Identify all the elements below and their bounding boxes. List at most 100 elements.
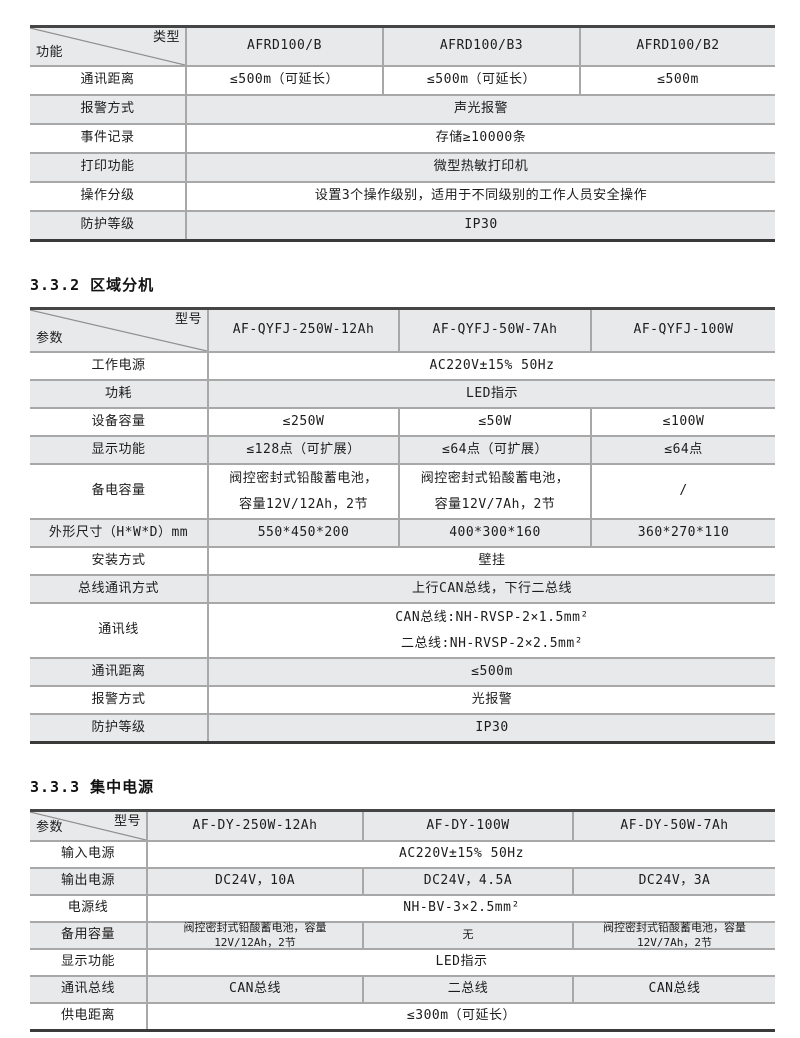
column-header: AF-QYFJ-100W [633, 322, 734, 338]
text-line: 阀控密封式铅酸蓄电池， [420, 470, 570, 486]
corner-top-label: 类型 [152, 30, 180, 45]
section-heading-3-3-3: 3.3.3 集中电源 [30, 778, 155, 796]
cell: 光报警 [471, 691, 513, 707]
cell: 阀控密封式铅酸蓄电池， 容量12V/7Ah，2节 [400, 465, 592, 518]
diagonal-line [30, 28, 185, 65]
row-label: 防护等级 [30, 715, 209, 741]
table-row: 报警方式 声光报警 [30, 94, 775, 123]
column-header: AF-DY-250W-12Ah [148, 812, 364, 840]
row-label: 报警方式 [30, 687, 209, 713]
cell: 无 [364, 923, 574, 948]
table-row: 输入电源 AC220V±15% 50Hz [30, 840, 775, 867]
table-row: 事件记录 存储≥10000条 [30, 123, 775, 152]
spec-table-afrd100: 类型 功能 AFRD100/B AFRD100/B3 AFRD100/B2 通讯距离 ≤50… [30, 25, 775, 242]
cell: 阀控密封式铅酸蓄电池，容量12V/7Ah，2节 [603, 921, 746, 949]
table-row: 显示功能 ≤128点（可扩展） ≤64点（可扩展） ≤64点 [30, 435, 775, 463]
cell: 阀控密封式铅酸蓄电池，容量12V/12Ah，2节 [148, 921, 364, 949]
cell: IP30 [475, 719, 509, 735]
table-row: 通讯线 CAN总线:NH-RVSP-2×1.5mm² 二总线:NH-RVSP-2×2… [30, 602, 775, 657]
cell: DC24V，10A [148, 869, 364, 894]
corner-bottom-label: 参数 [36, 820, 64, 836]
table-row: 防护等级 IP30 [30, 713, 775, 741]
corner-cell: 型号 参数 [30, 812, 148, 840]
cell: 微型热敏打印机 [433, 159, 529, 175]
cell: AC220V±15% 50Hz [399, 846, 524, 862]
cell: 设置3个操作级别，适用于不同级别的工作人员安全操作 [314, 188, 648, 204]
section-heading-3-3-2: 3.3.2 区域分机 [30, 276, 155, 294]
text-line: 容量12V/7Ah，2节 [434, 496, 556, 512]
cell: ≤500m（可延长） [187, 67, 384, 94]
column-header: AFRD100/B [187, 28, 384, 65]
diagonal-line [30, 812, 146, 840]
cell: 上行CAN总线，下行二总线 [412, 580, 572, 596]
cell: 壁挂 [478, 552, 506, 568]
corner-bottom-label: 参数 [36, 331, 64, 347]
cell: CAN总线:NH-RVSP-2×1.5mm² 二总线:NH-RVSP-2×2.5m… [209, 604, 775, 657]
cell: 360*270*110 [637, 524, 730, 540]
corner-top-label: 型号 [113, 814, 141, 829]
cell: NH-BV-3×2.5mm² [403, 900, 520, 916]
row-label: 备用容量 [30, 923, 148, 948]
cell: 400*300*160 [400, 520, 592, 546]
table-row: 通讯总线 CAN总线 二总线 CAN总线 [30, 975, 775, 1002]
row-label: 输入电源 [30, 842, 148, 867]
row-label: 通讯线 [30, 604, 209, 657]
cell: ≤250W [209, 409, 400, 435]
multiline-text: CAN总线:NH-RVSP-2×1.5mm² 二总线:NH-RVSP-2×2.5m… [395, 605, 589, 657]
cell: 阀控密封式铅酸蓄电池， 容量12V/12Ah，2节 [209, 465, 400, 518]
corner-cell: 型号参数 [30, 310, 209, 351]
row-label: 供电距离 [30, 1004, 148, 1029]
table-row: 电源线 NH-BV-3×2.5mm² [30, 894, 775, 921]
cell: ≤300m（可延长） [406, 1008, 517, 1024]
cell: 550*450*200 [209, 520, 400, 546]
row-label: 总线通讯方式 [30, 576, 209, 602]
spec-table: 型号 参数 AF-QYFJ-250W-12Ah AF-QYFJ-50W-7Ah AF-Q… [30, 307, 775, 744]
row-label: 通讯总线 [30, 977, 148, 1002]
spec-table: 型号 参数 AF-DY-250W-12Ah AF-DY-100W AF-DY-50W-7… [30, 809, 775, 1032]
cell: ≤500m [657, 72, 699, 88]
multiline-text: 阀控密封式铅酸蓄电池， 容量12V/7Ah，2节 [421, 466, 570, 518]
row-label: 设备容量 [30, 409, 209, 435]
table-row: 工作电源 AC220V±15% 50Hz [30, 351, 775, 379]
table-row: 通讯距离 ≤500m [30, 657, 775, 685]
row-label: 通讯距离 [30, 67, 187, 94]
corner-top-label: 型号 [174, 312, 202, 327]
table-row: 备用容量 阀控密封式铅酸蓄电池，容量12V/12Ah，2节无 阀控密封式铅酸蓄电池，… [30, 921, 775, 949]
cell: / [679, 483, 688, 499]
table-row: 打印功能 微型热敏打印机 [30, 152, 775, 181]
cell: LED指示 [466, 385, 518, 401]
cell: CAN总线 [148, 977, 364, 1002]
column-header: AF-QYFJ-250W-12Ah [209, 310, 400, 351]
table-row: 外形尺寸（H*W*D）mm 550*450*200 400*300*160 360*2… [30, 518, 775, 546]
multiline-text: 阀控密封式铅酸蓄电池， 容量12V/12Ah，2节 [229, 466, 378, 518]
row-label: 显示功能 [30, 950, 148, 975]
cell: AC220V±15% 50Hz [429, 357, 555, 373]
cell: ≤64点（可扩展） [400, 437, 592, 463]
row-label: 通讯距离 [30, 659, 209, 685]
table-row: 安装方式 壁挂 [30, 546, 775, 574]
cell: ≤64点 [664, 441, 703, 457]
diagonal-line [30, 310, 207, 351]
table-row: 备电容量 阀控密封式铅酸蓄电池， 容量12V/12Ah，2节 阀控密封式铅酸蓄电池，容… [30, 463, 775, 518]
row-label: 输出电源 [30, 869, 148, 894]
cell: CAN总线 [648, 981, 701, 997]
table-row: 设备容量 ≤250W ≤50W ≤100W [30, 407, 775, 435]
cell: ≤100W [662, 413, 705, 429]
row-label: 事件记录 [30, 125, 187, 152]
text-line: CAN总线:NH-RVSP-2×1.5mm² [395, 609, 589, 625]
cell: DC24V，3A [638, 873, 711, 889]
column-header: AF-DY-100W [364, 812, 574, 840]
row-label: 外形尺寸（H*W*D）mm [30, 520, 209, 546]
spec-table-dy: 型号 参数 AF-DY-250W-12Ah AF-DY-100W AF-DY-50W-7… [30, 809, 775, 1032]
corner-bottom-label: 功能 [36, 45, 64, 61]
table-header-row: 型号 参数 AF-QYFJ-250W-12Ah AF-QYFJ-50W-7Ah AF-Q… [30, 310, 775, 351]
cell: ≤500m（可延长） [384, 67, 581, 94]
table-header-row: 类型 功能 AFRD100/B AFRD100/B3 AFRD100/B2 [30, 28, 775, 65]
text-line: 容量12V/12Ah，2节 [239, 496, 368, 512]
spec-table: 类型 功能 AFRD100/B AFRD100/B3 AFRD100/B2 通讯距离 ≤50… [30, 25, 775, 242]
text-line: 阀控密封式铅酸蓄电池， [229, 470, 378, 486]
table-row: 总线通讯方式 上行CAN总线，下行二总线 [30, 574, 775, 602]
row-label: 防护等级 [30, 212, 187, 239]
cell: IP30 [464, 217, 498, 233]
